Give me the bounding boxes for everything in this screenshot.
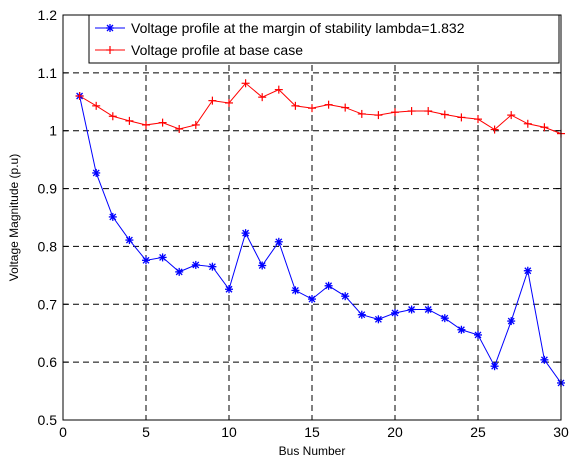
data-point-series-2 <box>357 109 366 118</box>
data-point-series-2 <box>75 92 84 100</box>
data-point-series-2 <box>191 120 200 129</box>
data-point-series-2 <box>125 116 134 125</box>
legend-label: Voltage profile at base case <box>131 42 303 58</box>
x-tick-label: 0 <box>59 424 67 440</box>
data-point-series-1 <box>490 362 499 371</box>
grid-lines <box>63 15 561 420</box>
data-point-series-2 <box>407 107 416 116</box>
y-tick-label: 0.6 <box>38 354 58 370</box>
data-point-series-1 <box>540 355 549 364</box>
x-tick-label: 20 <box>387 424 403 440</box>
data-point-series-2 <box>324 100 333 109</box>
data-point-series-2 <box>490 125 499 134</box>
data-point-series-1 <box>158 253 167 262</box>
legend-label: Voltage profile at the margin of stabili… <box>131 20 465 36</box>
y-tick-label: 0.9 <box>38 181 58 197</box>
series-markers <box>75 79 565 387</box>
data-point-series-2 <box>291 101 300 110</box>
data-point-series-2 <box>474 115 482 124</box>
data-point-series-2 <box>391 108 399 117</box>
data-point-series-2 <box>241 79 250 88</box>
x-tick-label: 5 <box>142 424 150 440</box>
x-tick-label: 15 <box>304 424 320 440</box>
data-point-series-1 <box>324 281 333 290</box>
data-point-series-1 <box>274 237 283 246</box>
data-point-series-1 <box>407 305 416 314</box>
y-tick-label: 0.5 <box>38 412 58 428</box>
data-point-series-1 <box>474 330 482 339</box>
data-point-series-2 <box>158 118 167 127</box>
data-point-series-1 <box>357 310 366 319</box>
legend: Voltage profile at the margin of stabili… <box>88 14 560 64</box>
data-point-series-1 <box>142 256 150 265</box>
data-point-series-1 <box>175 267 184 276</box>
data-point-series-2 <box>457 113 466 122</box>
data-point-series-1 <box>308 295 316 304</box>
data-point-series-1 <box>125 236 134 245</box>
data-point-series-2 <box>175 124 184 133</box>
data-point-series-2 <box>507 111 516 120</box>
data-point-series-1 <box>258 261 267 270</box>
data-point-series-1 <box>374 315 383 324</box>
y-tick-label: 1.1 <box>38 65 58 81</box>
data-point-series-2 <box>440 110 449 119</box>
data-point-series-1 <box>440 314 449 323</box>
data-point-series-1 <box>191 260 200 269</box>
data-point-series-2 <box>374 111 383 120</box>
data-point-series-2 <box>258 93 267 102</box>
data-point-series-2 <box>208 96 217 105</box>
x-axis-title: Bus Number <box>279 444 346 458</box>
data-point-series-1 <box>291 286 300 295</box>
x-tick-labels: 0 5 10 15 20 25 30 <box>59 424 569 440</box>
data-point-series-2 <box>341 103 350 112</box>
data-point-series-2 <box>523 119 532 128</box>
legend-item-2: Voltage profile at base case <box>95 42 303 58</box>
data-point-series-1 <box>424 305 433 314</box>
data-point-series-1 <box>92 168 101 177</box>
y-axis-title: Voltage Magnitude (p.u) <box>7 154 21 281</box>
x-tick-label: 10 <box>221 424 237 440</box>
y-tick-label: 1 <box>49 123 57 139</box>
data-point-series-1 <box>225 285 233 294</box>
data-point-series-1 <box>208 262 217 271</box>
y-tick-labels: 0.5 0.6 0.7 0.8 0.9 1 1.1 1.2 <box>38 7 58 428</box>
x-tick-label: 30 <box>553 424 569 440</box>
legend-marker <box>106 24 114 32</box>
legend-item-1: Voltage profile at the margin of stabili… <box>95 20 465 36</box>
data-point-series-1 <box>391 308 399 317</box>
y-tick-label: 0.8 <box>38 238 58 254</box>
data-point-series-2 <box>142 120 150 129</box>
data-point-series-1 <box>507 317 516 326</box>
data-point-series-1 <box>457 325 466 334</box>
data-point-series-1 <box>523 266 532 275</box>
data-point-series-2 <box>92 101 101 110</box>
data-point-series-1 <box>241 229 250 238</box>
data-point-series-1 <box>341 292 350 301</box>
data-point-series-2 <box>540 123 549 132</box>
data-point-series-1 <box>108 212 117 221</box>
y-tick-label: 0.7 <box>38 296 58 312</box>
data-point-series-2 <box>225 98 233 107</box>
data-point-series-2 <box>108 112 117 121</box>
data-point-series-2 <box>424 107 433 116</box>
data-point-series-2 <box>274 85 283 94</box>
data-point-series-2 <box>308 104 316 113</box>
y-tick-label: 1.2 <box>38 7 58 23</box>
x-tick-label: 25 <box>470 424 486 440</box>
legend-box <box>88 14 560 64</box>
legend-marker <box>106 46 114 54</box>
